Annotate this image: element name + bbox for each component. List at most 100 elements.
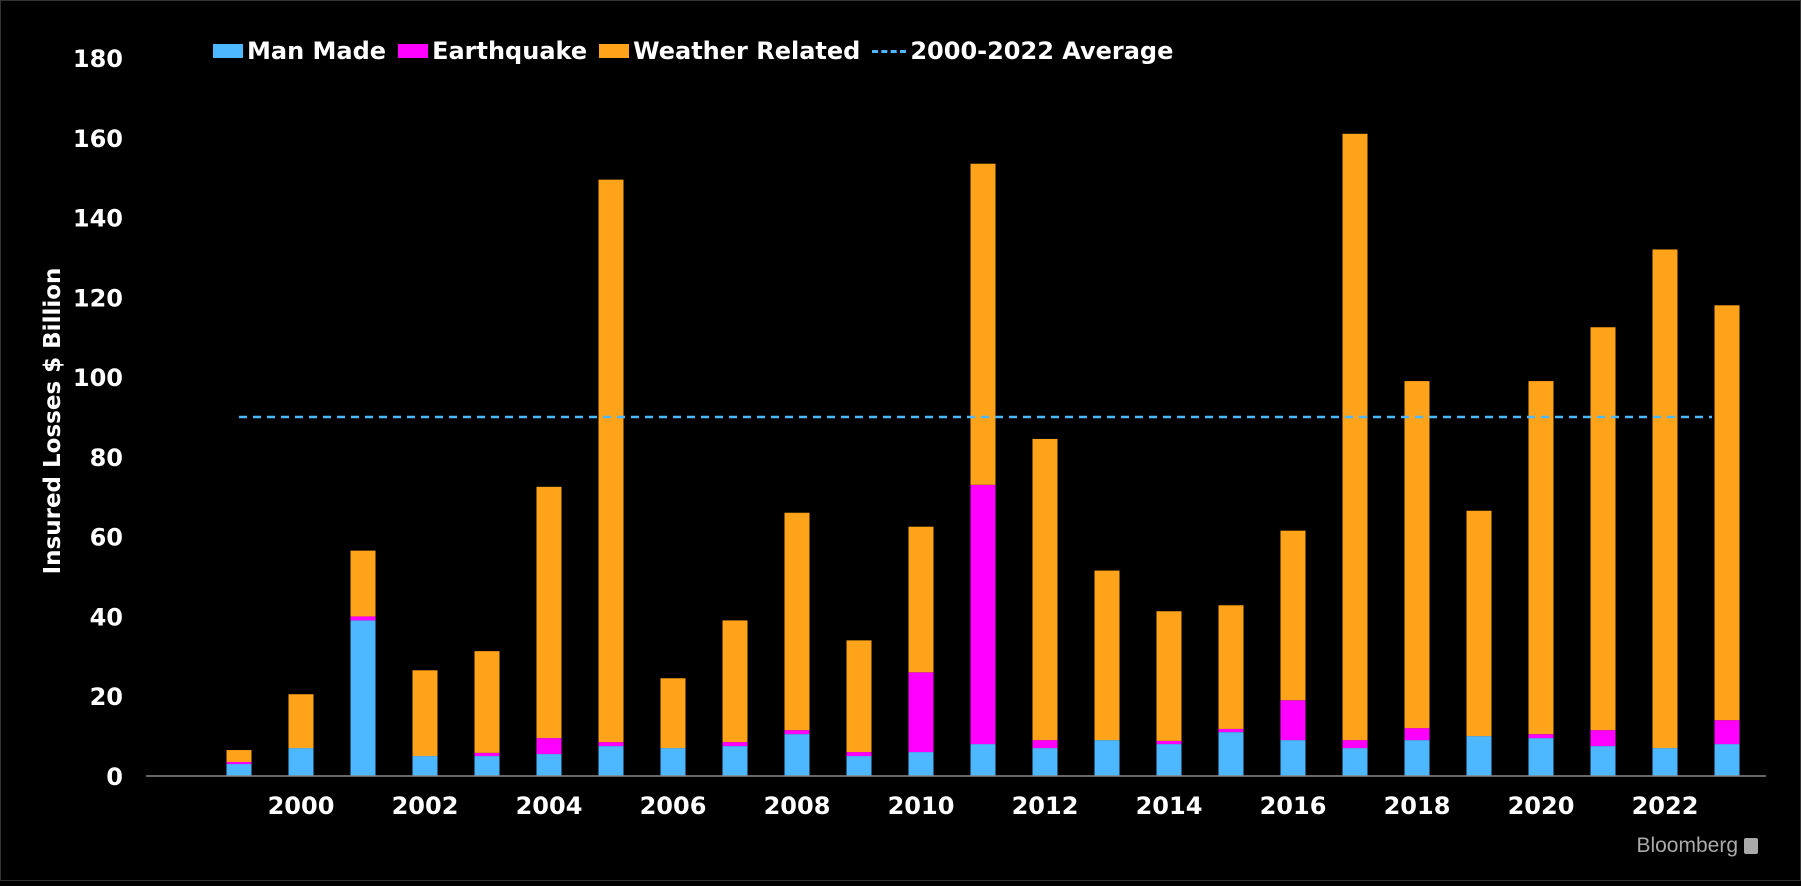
bar-man-made-2017 [1342,748,1368,776]
bar-weather-related-2010 [908,526,934,673]
bar-weather-related-2014 [1156,611,1182,741]
legend: Man Made Earthquake Weather Related 2000… [213,37,1173,65]
legend-item-average: 2000-2022 Average [872,37,1173,65]
bar-weather-related-1999 [226,750,252,763]
bar-man-made-2021 [1590,746,1616,776]
bar-weather-related-2004 [536,486,562,739]
bar-earthquake-2012 [1032,740,1058,749]
bar-earthquake-2021 [1590,730,1616,747]
x-tick-label: 2022 [1632,792,1699,820]
bar-earthquake-2003 [474,752,500,757]
legend-label-average: 2000-2022 Average [910,37,1174,65]
legend-label-man-made: Man Made [247,37,387,65]
bar-man-made-2009 [846,756,872,776]
bar-earthquake-2007 [722,742,748,747]
bar-man-made-2016 [1280,740,1306,776]
bar-weather-related-2018 [1404,381,1430,729]
bar-earthquake-1999 [226,762,252,765]
legend-item-earthquake: Earthquake [398,37,587,65]
x-tick-label: 2012 [1012,792,1079,820]
bar-man-made-2008 [784,734,810,776]
bar-man-made-2020 [1528,738,1554,776]
bar-earthquake-2009 [846,752,872,757]
bar-man-made-2000 [288,748,314,776]
bar-earthquake-2016 [1280,700,1306,741]
bar-weather-related-2023 [1714,305,1740,721]
bar-man-made-2014 [1156,744,1182,776]
bar-man-made-1999 [226,764,252,776]
legend-swatch-earthquake [398,44,429,58]
legend-swatch-average [872,49,907,53]
bar-man-made-2002 [412,756,438,776]
bar-earthquake-2014 [1156,740,1182,745]
bloomberg-terminal-icon [1744,838,1758,854]
y-tick-label: 140 [73,205,123,233]
legend-label-earthquake: Earthquake [432,37,588,65]
x-tick-label: 2014 [1136,792,1203,820]
y-axis-label: Insured Losses $ Billion [40,267,66,575]
bar-weather-related-2006 [660,678,686,749]
brand-text: Bloomberg [1636,834,1738,857]
bar-man-made-2013 [1094,740,1120,776]
bar-man-made-2015 [1218,732,1244,776]
bar-man-made-2005 [598,746,624,776]
bar-man-made-2012 [1032,748,1058,776]
bar-weather-related-2011 [970,163,996,485]
bar-weather-related-2000 [288,694,314,749]
y-tick-label: 20 [90,683,123,711]
bar-earthquake-2020 [1528,734,1554,739]
y-tick-label: 180 [73,45,123,73]
bar-weather-related-2021 [1590,327,1616,731]
bar-weather-related-2002 [412,670,438,757]
legend-item-weather: Weather Related [599,37,860,65]
bar-weather-related-2013 [1094,570,1120,741]
bar-weather-related-2005 [598,179,624,743]
bar-earthquake-2001 [350,616,376,621]
bar-man-made-2022 [1652,748,1678,776]
bar-man-made-2019 [1466,736,1492,776]
bar-earthquake-2015 [1218,728,1244,733]
x-tick-label: 2016 [1260,792,1327,820]
x-tick-label: 2008 [764,792,831,820]
bar-earthquake-2011 [970,484,996,745]
bar-man-made-2007 [722,746,748,776]
bar-weather-related-2012 [1032,438,1058,741]
bar-man-made-2001 [350,620,376,776]
legend-swatch-weather [599,44,630,58]
bar-weather-related-2020 [1528,381,1554,735]
x-tick-label: 2006 [640,792,707,820]
bar-weather-related-2022 [1652,249,1678,749]
x-tick-label: 2018 [1384,792,1451,820]
y-tick-label: 60 [90,524,123,552]
y-axis-ticks: 0 20 40 60 80 100 120 140 160 180 [73,45,123,791]
bar-earthquake-2004 [536,738,562,755]
y-tick-label: 0 [106,763,123,791]
x-tick-label: 2010 [888,792,955,820]
bar-man-made-2003 [474,756,500,776]
bar-earthquake-2010 [908,672,934,753]
bars-group [226,133,1740,776]
y-tick-label: 120 [73,284,123,312]
bar-man-made-2004 [536,754,562,776]
bar-weather-related-2015 [1218,605,1244,729]
bar-earthquake-2017 [1342,740,1368,749]
x-tick-label: 2004 [516,792,583,820]
bar-weather-related-2009 [846,640,872,753]
bar-earthquake-2023 [1714,720,1740,745]
x-tick-label: 2002 [392,792,459,820]
y-tick-label: 160 [73,125,123,153]
y-tick-label: 100 [73,364,123,392]
bar-man-made-2006 [660,748,686,776]
bar-weather-related-2001 [350,550,376,617]
x-tick-label: 2020 [1508,792,1575,820]
bar-man-made-2011 [970,744,996,776]
bar-man-made-2010 [908,752,934,776]
bar-weather-related-2008 [784,512,810,731]
y-tick-label: 80 [90,444,123,472]
legend-label-weather: Weather Related [633,37,861,65]
bar-man-made-2023 [1714,744,1740,776]
bar-weather-related-2017 [1342,133,1368,741]
bloomberg-logo: Bloomberg [1636,834,1758,858]
